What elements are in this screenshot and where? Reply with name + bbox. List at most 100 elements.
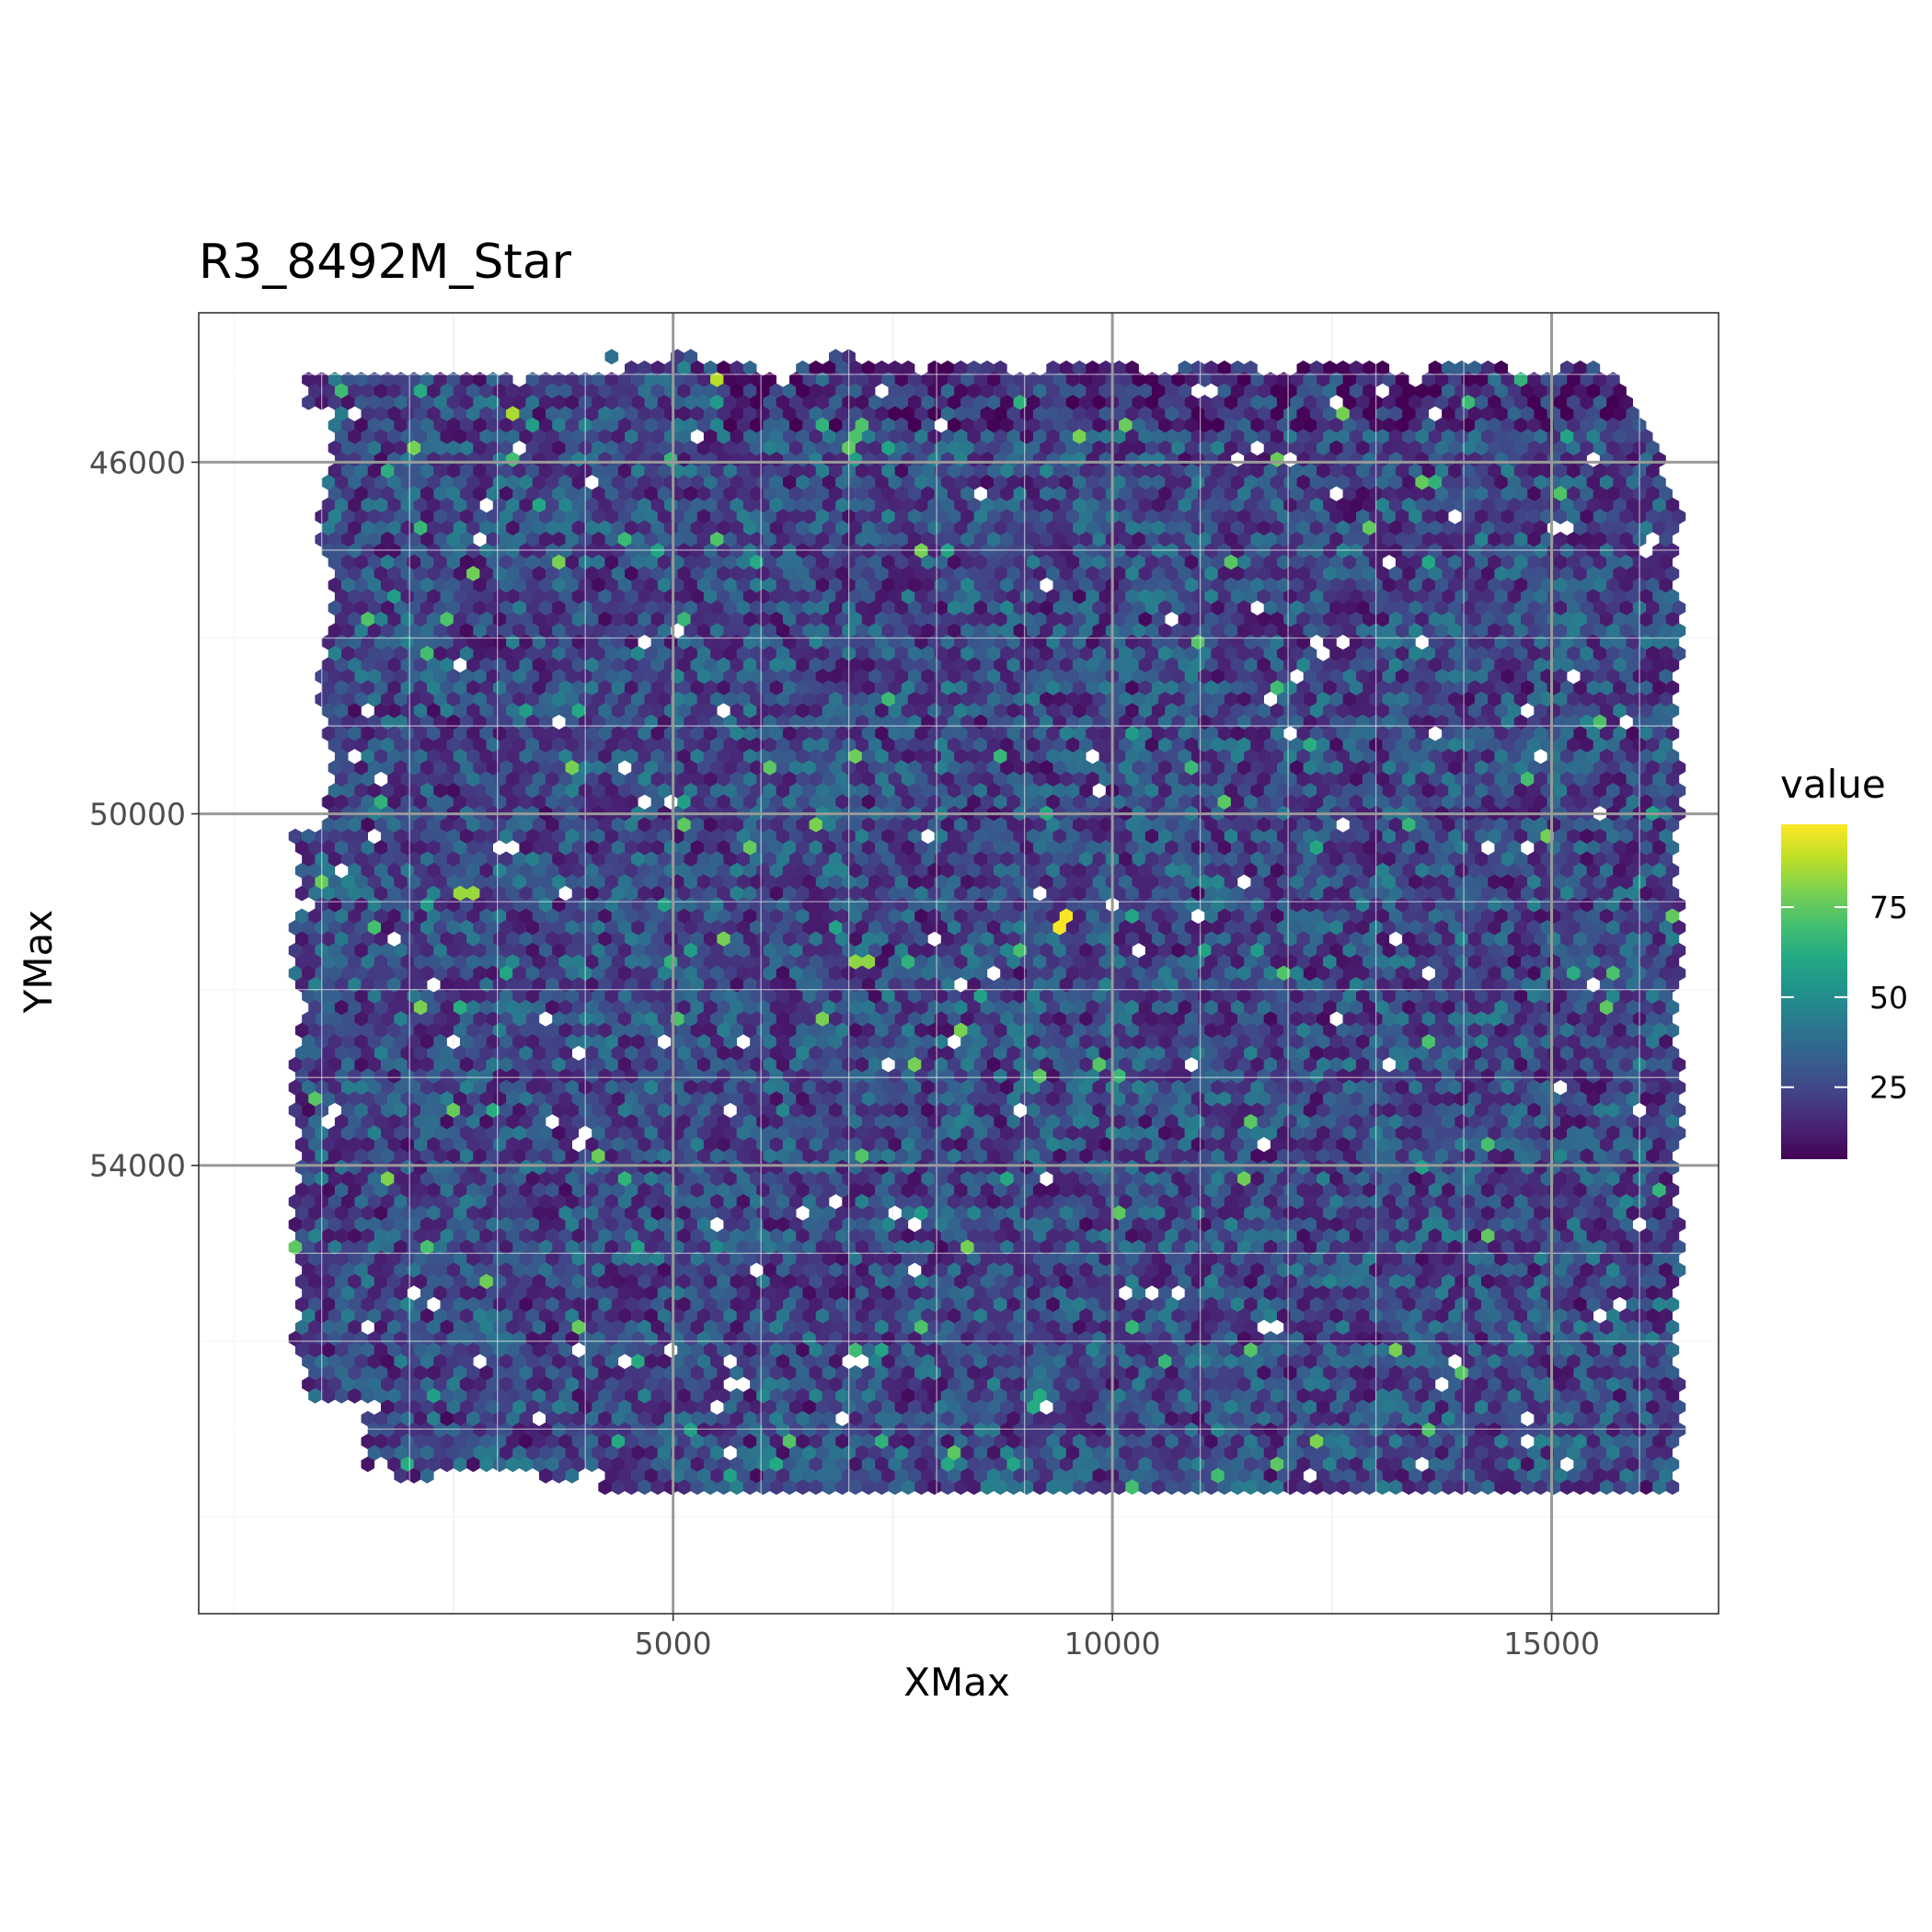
hex-cell <box>1521 406 1535 422</box>
hex-cell <box>433 372 447 387</box>
hex-cell <box>631 395 645 410</box>
hex-cell <box>986 395 1001 410</box>
hex-cell <box>1052 486 1067 502</box>
hex-cell <box>1190 360 1205 376</box>
hex-cell <box>1132 463 1146 479</box>
hex-cell <box>717 429 730 445</box>
hex-cell <box>657 463 672 479</box>
hex-cell <box>1073 406 1087 422</box>
hex-cell <box>776 463 790 479</box>
hex-cell <box>815 440 830 456</box>
hex-cell <box>782 406 797 422</box>
hex-cell <box>1448 440 1462 456</box>
hex-cell <box>558 429 572 445</box>
hex-cell <box>1606 372 1620 387</box>
hex-cell <box>947 463 961 479</box>
hex-cell <box>592 372 605 387</box>
hex-cell <box>815 395 830 410</box>
hex-cell <box>1586 360 1601 376</box>
hex-cell <box>1257 474 1271 490</box>
hex-cell <box>742 360 757 376</box>
hex-cell <box>848 474 863 490</box>
hex-cell <box>736 417 751 433</box>
hex-cell <box>696 440 711 456</box>
hex-cell <box>512 486 526 502</box>
hex-cell <box>1065 486 1080 502</box>
hex-cell <box>1026 440 1041 456</box>
hex-cell <box>1442 406 1455 422</box>
hex-cell <box>1000 440 1014 456</box>
hex-cell <box>1402 406 1416 422</box>
hex-cell <box>677 406 691 422</box>
hex-cell <box>756 383 770 399</box>
hex-cell <box>1421 440 1436 456</box>
hex-cell <box>1329 440 1343 456</box>
hex-cell <box>1033 474 1047 490</box>
hex-cell <box>986 372 1001 387</box>
hex-cell <box>986 417 1001 433</box>
hex-cell <box>967 474 981 490</box>
hex-cell <box>1382 463 1397 479</box>
hex-cell <box>763 417 776 433</box>
hex-cell <box>868 395 882 410</box>
hex-cell <box>723 417 737 433</box>
hex-cell <box>802 486 816 502</box>
hex-cell <box>822 429 836 445</box>
hex-cell <box>1586 383 1601 399</box>
hex-cell <box>1467 383 1482 399</box>
hex-cell <box>907 463 922 479</box>
hex-cell <box>407 395 421 410</box>
hex-cell <box>677 429 691 445</box>
hex-cell <box>657 440 672 456</box>
hex-cell <box>994 383 1007 399</box>
hex-cell <box>717 383 730 399</box>
hex-cell <box>894 486 909 502</box>
hex-cell <box>907 440 922 456</box>
hex-cell <box>1151 406 1166 422</box>
hex-cell <box>822 360 836 376</box>
hex-cell <box>1132 486 1146 502</box>
hex-cell <box>592 440 605 456</box>
hex-cell <box>1211 372 1225 387</box>
hex-cell <box>1065 440 1080 456</box>
hex-cell <box>1237 372 1251 387</box>
hex-cell <box>1527 486 1541 502</box>
hex-cell <box>1646 440 1660 456</box>
hex-cell <box>1296 406 1311 422</box>
hex-cell <box>1560 474 1574 490</box>
hex-cell <box>1112 474 1126 490</box>
hex-cell <box>381 372 395 387</box>
hex-cell <box>894 417 909 433</box>
hex-cell <box>394 486 408 502</box>
hex-cell <box>1211 417 1225 433</box>
hex-cell <box>776 486 790 502</box>
hex-cell <box>1296 383 1311 399</box>
hex-cell <box>1198 486 1212 502</box>
hex-cell <box>638 429 651 445</box>
hex-cell <box>940 360 955 376</box>
hex-cell <box>921 395 935 410</box>
hex-cell <box>1040 395 1053 410</box>
hex-cell <box>650 429 665 445</box>
hex-cell <box>506 429 520 445</box>
hex-cell <box>506 474 520 490</box>
hex-cell <box>341 417 355 433</box>
hex-cell <box>815 372 830 387</box>
hex-cell <box>302 372 316 387</box>
hex-cell <box>650 383 665 399</box>
hex-cell <box>1086 474 1099 490</box>
hex-cell <box>650 474 665 490</box>
hex-cell <box>446 395 461 410</box>
hex-cell <box>1494 383 1508 399</box>
hex-cell <box>1309 383 1324 399</box>
hex-cell <box>1290 440 1304 456</box>
hex-cell <box>861 406 876 422</box>
hex-cell <box>881 372 895 387</box>
hex-cell <box>604 395 619 410</box>
hex-cell <box>1125 360 1139 376</box>
hex-cell <box>1250 372 1264 387</box>
hex-cell <box>525 486 540 502</box>
hex-cell <box>374 497 388 513</box>
hex-cell <box>604 440 619 456</box>
hex-cell <box>1079 417 1093 433</box>
